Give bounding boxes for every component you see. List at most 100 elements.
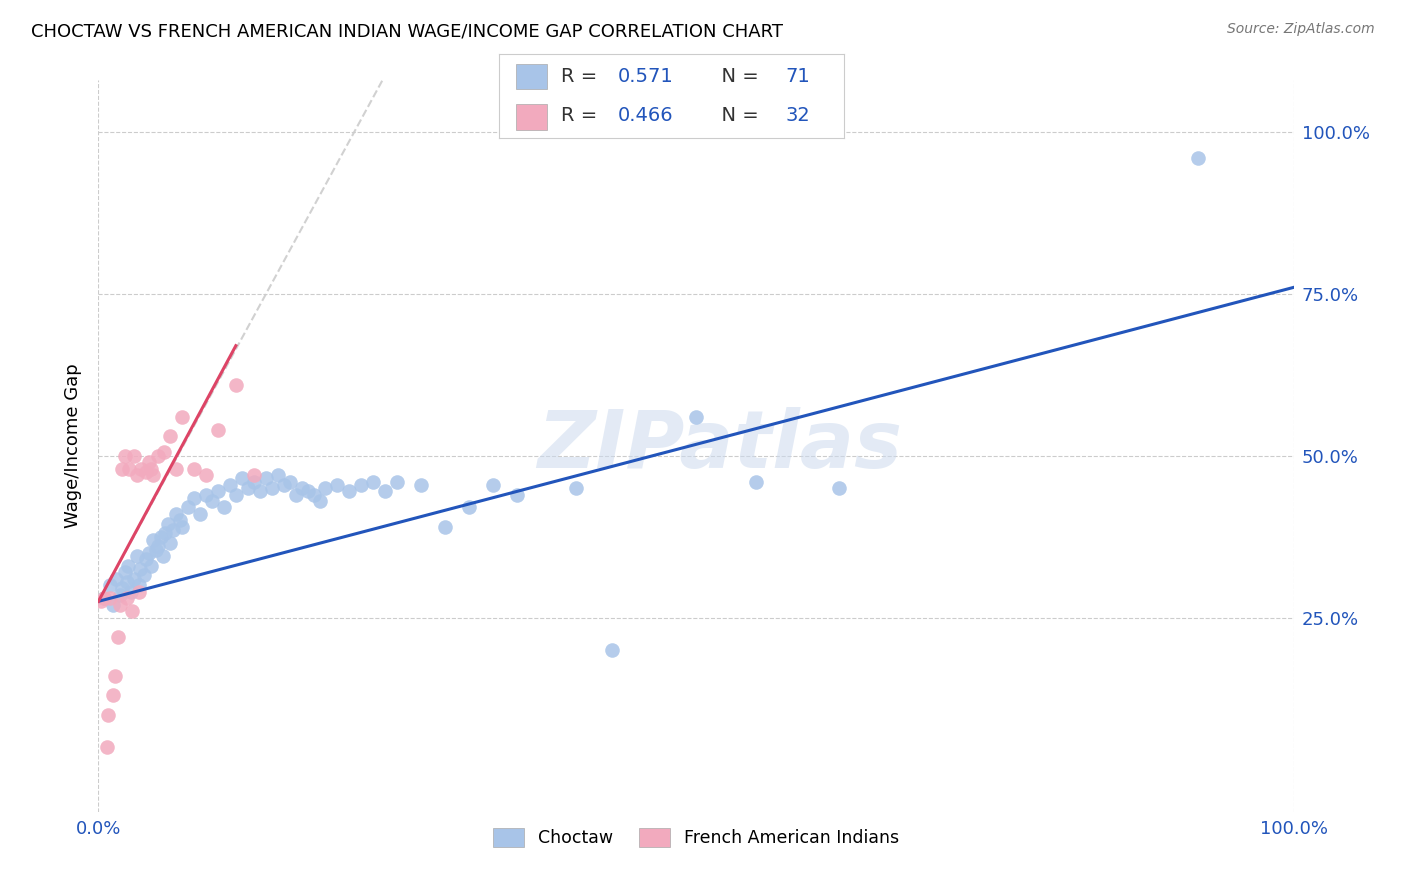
- Bar: [516, 63, 547, 89]
- Point: [96, 739, 118, 754]
- Text: R =: R =: [561, 67, 603, 86]
- Text: ZIPatlas: ZIPatlas: [537, 407, 903, 485]
- Point: [745, 475, 768, 489]
- Point: [183, 491, 205, 505]
- Point: [148, 539, 170, 553]
- Point: [101, 688, 124, 702]
- Point: [105, 572, 128, 586]
- Text: N =: N =: [709, 67, 765, 86]
- Point: [506, 487, 529, 501]
- Point: [411, 478, 433, 492]
- Point: [159, 429, 181, 443]
- Point: [142, 533, 165, 547]
- Point: [339, 484, 361, 499]
- Point: [243, 475, 266, 489]
- Point: [260, 481, 283, 495]
- Point: [231, 471, 253, 485]
- Point: [165, 461, 187, 475]
- Point: [117, 558, 139, 573]
- Point: [120, 584, 142, 599]
- Point: [139, 461, 162, 475]
- Y-axis label: Wage/Income Gap: Wage/Income Gap: [65, 364, 83, 528]
- Point: [98, 591, 122, 606]
- Point: [162, 523, 184, 537]
- Point: [153, 445, 176, 459]
- Point: [267, 468, 290, 483]
- Point: [188, 507, 211, 521]
- Point: [139, 558, 162, 573]
- Point: [249, 484, 271, 499]
- Point: [273, 478, 295, 492]
- Point: [128, 578, 150, 592]
- Point: [114, 449, 136, 463]
- Point: [132, 568, 155, 582]
- Point: [243, 468, 266, 483]
- Point: [254, 471, 277, 485]
- Point: [111, 461, 134, 475]
- Point: [278, 475, 301, 489]
- Text: N =: N =: [709, 106, 765, 125]
- Point: [125, 549, 148, 563]
- Point: [169, 513, 191, 527]
- Point: [145, 542, 167, 557]
- Point: [565, 481, 588, 495]
- Bar: [516, 104, 547, 130]
- Point: [602, 643, 624, 657]
- Point: [107, 630, 129, 644]
- Text: R =: R =: [561, 106, 603, 125]
- Point: [104, 669, 127, 683]
- Point: [458, 500, 481, 515]
- Point: [363, 475, 385, 489]
- Point: [385, 475, 409, 489]
- Point: [131, 461, 153, 475]
- Point: [291, 481, 314, 495]
- Point: [124, 572, 146, 586]
- Point: [108, 588, 131, 602]
- Point: [138, 455, 160, 469]
- Point: [183, 461, 205, 475]
- Point: [93, 591, 115, 606]
- Point: [172, 409, 194, 424]
- Point: [124, 449, 146, 463]
- Point: [374, 484, 396, 499]
- Point: [1187, 151, 1209, 165]
- Point: [93, 591, 115, 606]
- Point: [159, 536, 181, 550]
- Point: [207, 423, 229, 437]
- Point: [121, 604, 143, 618]
- Point: [165, 507, 187, 521]
- Point: [434, 520, 457, 534]
- Point: [308, 494, 330, 508]
- Point: [481, 478, 505, 492]
- Point: [135, 552, 157, 566]
- Point: [350, 478, 373, 492]
- Text: Source: ZipAtlas.com: Source: ZipAtlas.com: [1227, 22, 1375, 37]
- Point: [115, 591, 138, 606]
- Point: [97, 707, 120, 722]
- Point: [326, 478, 349, 492]
- Point: [201, 494, 224, 508]
- Point: [315, 481, 337, 495]
- Point: [118, 461, 141, 475]
- Point: [114, 566, 136, 580]
- Text: 0.466: 0.466: [619, 106, 673, 125]
- Point: [152, 549, 174, 563]
- Point: [98, 578, 122, 592]
- Point: [297, 484, 319, 499]
- Point: [284, 487, 307, 501]
- Point: [172, 520, 194, 534]
- Point: [212, 500, 235, 515]
- Point: [207, 484, 229, 499]
- Point: [195, 468, 218, 483]
- Point: [125, 468, 148, 483]
- Point: [155, 526, 177, 541]
- Point: [156, 516, 179, 531]
- Legend: Choctaw, French American Indians: Choctaw, French American Indians: [485, 821, 907, 855]
- Point: [149, 530, 172, 544]
- Text: 0.571: 0.571: [619, 67, 673, 86]
- Point: [108, 598, 131, 612]
- Point: [177, 500, 200, 515]
- Point: [195, 487, 218, 501]
- Point: [219, 478, 242, 492]
- Point: [128, 584, 150, 599]
